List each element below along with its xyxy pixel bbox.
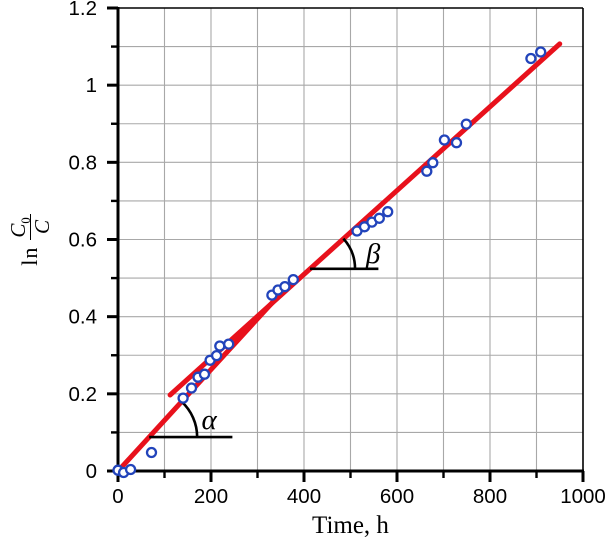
y-axis-label-prefix: ln	[17, 246, 42, 266]
data-point	[210, 349, 223, 362]
data-point	[124, 463, 137, 476]
data-point	[450, 137, 463, 149]
axes-layer	[107, 6, 585, 482]
data-point	[382, 206, 394, 218]
data-point	[373, 212, 385, 224]
x-tick-labels: 0 200 400 600 800 1000	[112, 485, 606, 508]
y-tick-label: 0.6	[69, 229, 98, 252]
fit-line-beta-segment	[167, 41, 563, 398]
y-axis-label-fraction: C0 C	[6, 214, 54, 240]
angle-annotation-alpha: α	[149, 400, 233, 439]
y-tick-label: 0.8	[69, 151, 98, 174]
y-tick-label: 0.4	[69, 306, 98, 329]
alpha-arc	[180, 400, 199, 438]
data-points	[112, 46, 547, 479]
x-tick-label: 200	[194, 485, 228, 508]
y-tick-label: 1.2	[69, 0, 98, 20]
x-tick-label: 400	[287, 485, 321, 508]
y-axis-label-denominator: C	[29, 219, 54, 234]
x-tick-label: 0	[112, 485, 123, 508]
data-point	[427, 157, 439, 169]
x-axis-label: Time, h	[312, 512, 389, 539]
data-point	[279, 280, 291, 293]
alpha-label: α	[202, 404, 218, 436]
data-point	[198, 368, 211, 380]
data-point	[177, 392, 189, 404]
y-axis-label-numerator: C0	[6, 214, 33, 240]
data-point	[535, 46, 547, 58]
y-tick-labels: 0 0.2 0.4 0.6 0.8 1 1.2	[69, 0, 98, 483]
data-point	[421, 165, 433, 177]
y-tick-label: 1	[86, 74, 97, 97]
grid-layer	[118, 8, 583, 471]
x-tick-label: 1000	[560, 485, 606, 508]
y-tick-label: 0.2	[69, 383, 98, 406]
data-point	[460, 118, 472, 130]
y-axis-label: ln C0 C	[0, 188, 74, 292]
angle-annotation-beta: β	[310, 237, 381, 271]
data-point	[185, 382, 198, 394]
beta-label: β	[365, 238, 381, 270]
x-tick-label: 600	[380, 485, 414, 508]
beta-arc	[342, 237, 357, 269]
data-point	[145, 446, 158, 459]
data-point	[214, 340, 226, 352]
data-point	[287, 273, 299, 286]
y-tick-label: 0	[86, 460, 97, 483]
x-tick-label: 800	[473, 485, 507, 508]
data-point	[525, 52, 537, 65]
data-point	[223, 338, 235, 350]
data-point	[438, 134, 451, 146]
